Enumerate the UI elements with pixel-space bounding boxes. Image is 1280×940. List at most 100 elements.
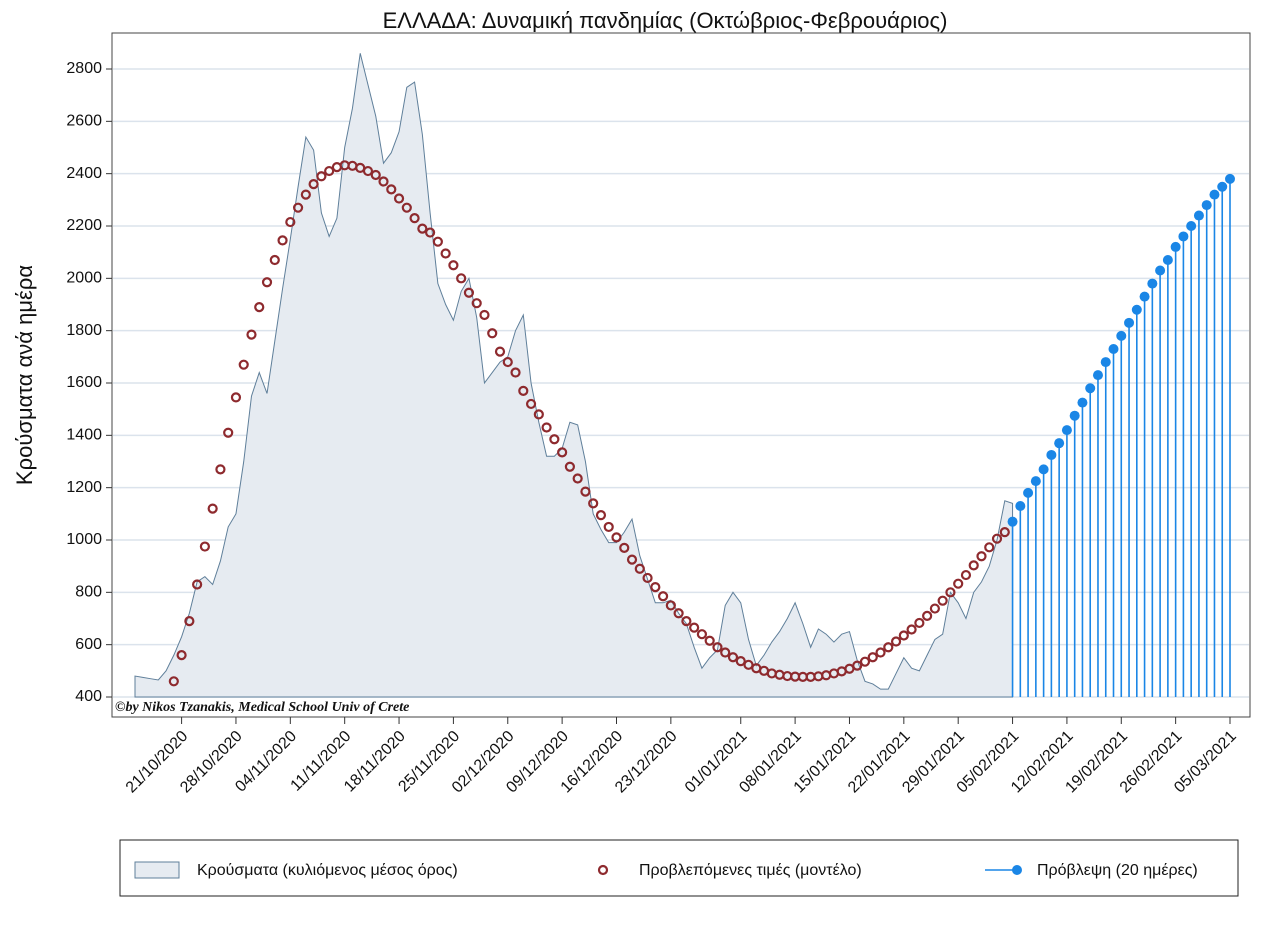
forecast-point [1225, 173, 1235, 184]
model-point [223, 427, 234, 438]
model-point [689, 622, 700, 633]
model-point [324, 165, 335, 177]
model-point [642, 572, 653, 584]
legend-swatch [597, 864, 609, 876]
model-point [704, 635, 715, 646]
legend [119, 839, 1239, 897]
forecast-point [1085, 383, 1096, 394]
forecast-point [1116, 330, 1127, 341]
y-tick-label: 1600 [66, 374, 102, 391]
model-point [238, 359, 249, 370]
forecast-point [1046, 449, 1057, 460]
y-tick-label: 1000 [66, 531, 102, 548]
y-tick-label: 800 [75, 584, 102, 601]
forecast-point [1170, 241, 1181, 252]
model-point [735, 656, 746, 667]
model-point [580, 486, 591, 497]
y-tick-label: 1400 [66, 427, 102, 444]
model-point [254, 302, 265, 313]
area [134, 53, 1014, 698]
forecast-point [1077, 397, 1088, 408]
model-point [378, 176, 389, 187]
forecast-point [1023, 487, 1034, 498]
y-tick-label: 1800 [66, 322, 102, 339]
model-point [401, 202, 412, 213]
model-point [487, 328, 498, 339]
model-point [510, 367, 521, 378]
model-point [937, 595, 948, 606]
forecast-point [1147, 278, 1158, 289]
model-point [712, 642, 723, 653]
y-tick-label: 1200 [66, 479, 102, 496]
model-point [463, 287, 475, 298]
y-tick-label: 600 [75, 636, 102, 653]
model-point [456, 273, 467, 284]
forecast-point [1186, 221, 1197, 231]
model-point [316, 171, 327, 182]
model-point [968, 560, 979, 571]
legend-swatch [1012, 865, 1022, 875]
model-point [960, 569, 972, 581]
model-point [184, 616, 195, 627]
forecast-point [1193, 210, 1204, 221]
forecast-point [1124, 317, 1135, 328]
model-point [953, 578, 964, 589]
model-point [976, 551, 987, 562]
model-point [525, 398, 537, 410]
model-point [999, 527, 1010, 538]
model-point [308, 179, 319, 190]
forecast-point [1209, 189, 1220, 200]
model-point [541, 422, 552, 433]
model-point [898, 630, 909, 641]
model-point [875, 647, 886, 658]
model-point [557, 447, 568, 458]
forecast-point [1131, 304, 1142, 315]
model-point [285, 216, 296, 228]
y-tick-label: 2600 [66, 113, 102, 130]
model-point [984, 542, 995, 553]
model-point [665, 600, 676, 611]
model-point [502, 356, 513, 368]
model-point [922, 610, 933, 621]
y-axis-label: Κρούσματα ανά ημέρα [12, 265, 37, 485]
model-point [168, 676, 179, 687]
forecast-point [1100, 357, 1111, 368]
model-point [619, 542, 630, 553]
model-point [207, 503, 218, 514]
model-point [432, 236, 443, 247]
y-tick-label: 2200 [66, 217, 102, 234]
model-point [549, 434, 560, 445]
model-point [300, 189, 311, 200]
model-point [696, 629, 708, 640]
model-point [564, 461, 575, 472]
model-point [611, 532, 622, 543]
model-point [673, 608, 684, 619]
model-point [393, 193, 405, 204]
model-point [440, 248, 451, 259]
model-point [269, 254, 280, 266]
model-point [867, 652, 878, 663]
model-point [176, 650, 187, 661]
model-point [859, 656, 871, 667]
y-tick-label: 400 [75, 688, 102, 705]
forecast-point [1069, 410, 1080, 421]
model-point [727, 652, 739, 663]
forecast-point [1092, 370, 1103, 381]
model-point [215, 464, 226, 475]
model-point [626, 554, 638, 565]
forecast-point [1061, 425, 1072, 436]
model-point [906, 624, 917, 635]
model-point [277, 235, 288, 246]
model-point [929, 603, 940, 614]
plot-layer: 400 600 800 1000 1200 1400 1600 1800 2000 2200 240… [66, 53, 1249, 879]
model-point [650, 581, 661, 593]
forecast-point [1015, 500, 1026, 511]
forecast-point [1139, 291, 1150, 302]
model-point [603, 521, 614, 533]
model-point [681, 616, 692, 627]
model-point [914, 617, 925, 629]
y-tick-label: 2800 [66, 60, 102, 77]
annotation: ©by Nikos Tzanakis, Medical School Univ … [115, 700, 409, 715]
model-point [634, 563, 645, 574]
